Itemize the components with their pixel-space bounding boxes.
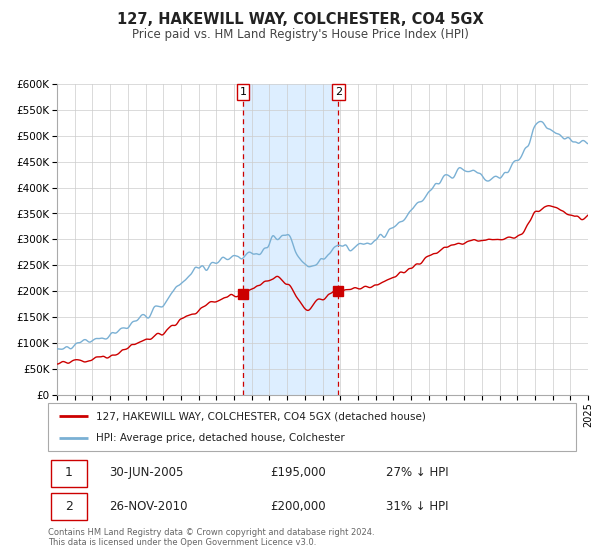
FancyBboxPatch shape xyxy=(50,493,86,520)
Text: 127, HAKEWILL WAY, COLCHESTER, CO4 5GX: 127, HAKEWILL WAY, COLCHESTER, CO4 5GX xyxy=(116,12,484,27)
Text: £195,000: £195,000 xyxy=(270,466,326,479)
Text: 1: 1 xyxy=(65,466,73,479)
Text: 27% ↓ HPI: 27% ↓ HPI xyxy=(386,466,449,479)
Text: 2: 2 xyxy=(65,500,73,513)
Text: 31% ↓ HPI: 31% ↓ HPI xyxy=(386,500,448,513)
Text: 26-NOV-2010: 26-NOV-2010 xyxy=(109,500,187,513)
Text: Contains HM Land Registry data © Crown copyright and database right 2024.
This d: Contains HM Land Registry data © Crown c… xyxy=(48,528,374,547)
Bar xyxy=(243,84,338,395)
FancyBboxPatch shape xyxy=(48,403,576,451)
Text: 127, HAKEWILL WAY, COLCHESTER, CO4 5GX (detached house): 127, HAKEWILL WAY, COLCHESTER, CO4 5GX (… xyxy=(95,411,425,421)
Text: 2: 2 xyxy=(335,87,342,97)
Text: Price paid vs. HM Land Registry's House Price Index (HPI): Price paid vs. HM Land Registry's House … xyxy=(131,28,469,41)
Text: 1: 1 xyxy=(239,87,247,97)
Text: 30-JUN-2005: 30-JUN-2005 xyxy=(109,466,183,479)
Text: £200,000: £200,000 xyxy=(270,500,325,513)
Text: HPI: Average price, detached house, Colchester: HPI: Average price, detached house, Colc… xyxy=(95,433,344,443)
FancyBboxPatch shape xyxy=(50,460,86,487)
